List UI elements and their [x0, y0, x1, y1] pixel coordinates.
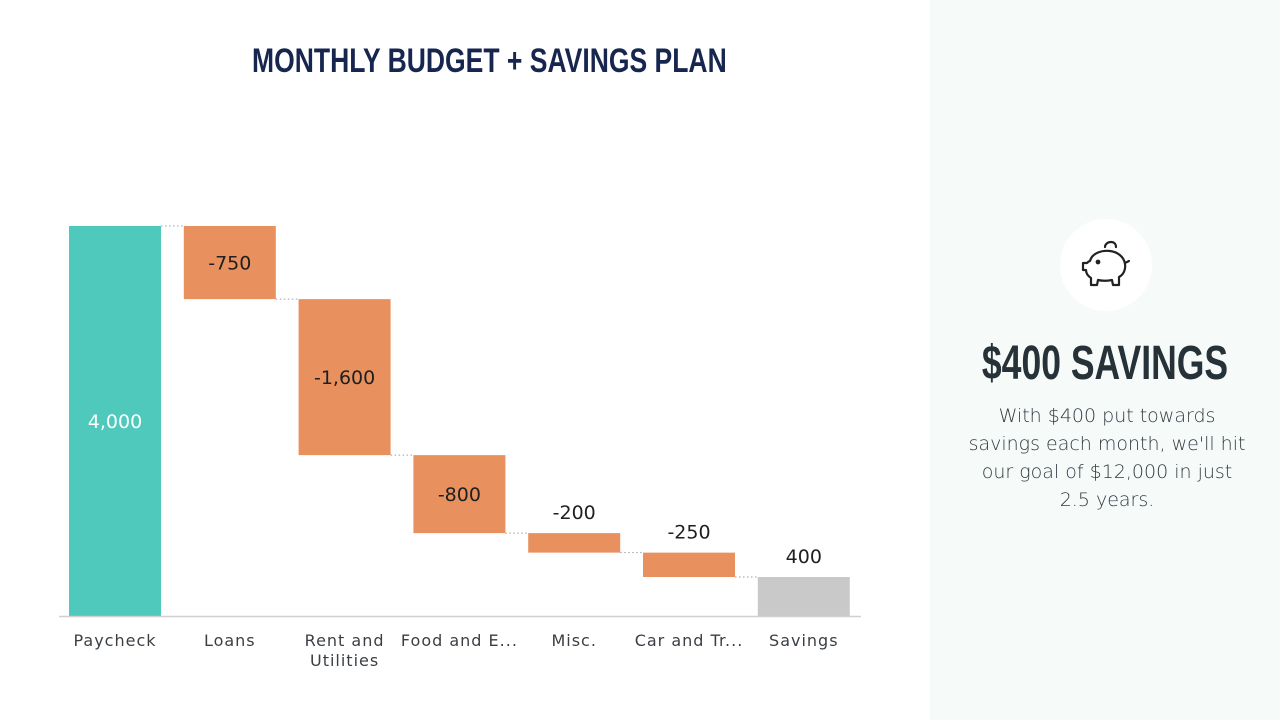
bar-loans: [183, 226, 276, 300]
bar-savings: [757, 577, 850, 616]
bar-rent-and-utilities: [298, 299, 391, 456]
x-tick-label: Rent and Utilities: [305, 631, 385, 670]
data-label: -1,600: [314, 367, 375, 389]
x-tick-label: Food and E...: [401, 631, 518, 650]
bar-car-and-tr: [643, 552, 735, 577]
data-label: -250: [667, 522, 710, 544]
data-label: -800: [438, 484, 481, 506]
x-tick-label: Car and Tr...: [635, 631, 744, 650]
data-label: 400: [786, 546, 822, 568]
bar-paycheck: [69, 226, 161, 616]
savings-description: With $400 put towards savings each month…: [968, 405, 1246, 511]
x-tick-label: Savings: [769, 631, 839, 650]
x-tick-label: Paycheck: [73, 631, 156, 650]
data-label: -200: [553, 502, 596, 524]
savings-headline: $400 SAVINGS: [981, 337, 1229, 390]
bar-food-and-e: [413, 455, 506, 534]
data-label: -750: [208, 253, 251, 275]
chart-panel: MONTHLY BUDGET + SAVINGS PLAN 4,000 -750 -…: [59, 42, 861, 670]
waterfall-chart: 4,000 -750 -1,600 -800 -200 -250 400 Paycheck Lo…: [59, 225, 861, 670]
x-tick-label: Misc.: [551, 631, 596, 650]
data-label: 4,000: [88, 411, 142, 433]
x-tick-label: Loans: [204, 631, 256, 650]
piggy-bank-icon: [1081, 240, 1131, 287]
page-title: MONTHLY BUDGET + SAVINGS PLAN: [252, 42, 727, 80]
piggy-bank-badge: [1060, 219, 1152, 311]
bar-misc: [528, 533, 621, 553]
summary-panel: [930, 0, 1280, 720]
